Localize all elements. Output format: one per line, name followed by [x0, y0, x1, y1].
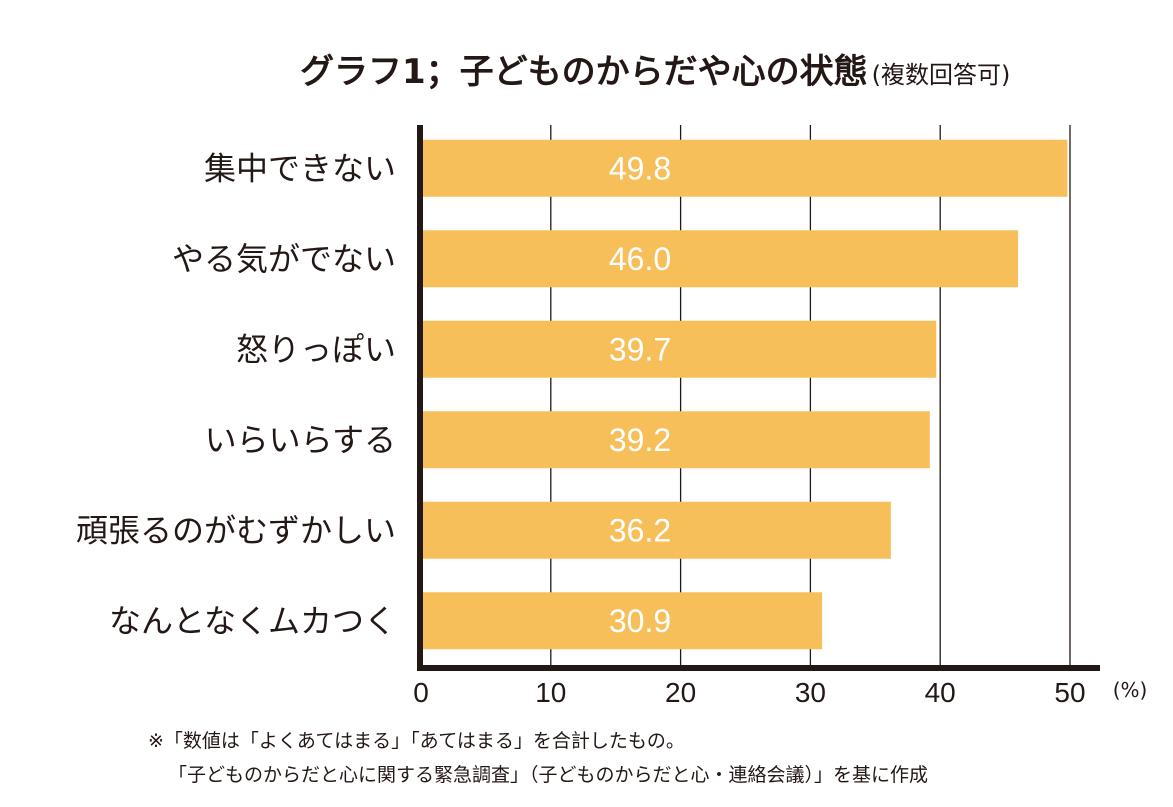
bar-value-label: 39.2 — [609, 422, 671, 458]
chart-title-main: グラフ1；子どものからだや心の状態 — [300, 52, 868, 92]
x-axis-unit: (%) — [1113, 678, 1148, 702]
x-tick-label: 50 — [1054, 677, 1085, 708]
bar-value-label: 46.0 — [609, 241, 671, 277]
bar-value-label: 30.9 — [609, 603, 671, 639]
bar — [421, 501, 891, 559]
chart-title: グラフ1；子どものからだや心の状態 (複数回答可) — [300, 44, 1010, 93]
x-tick-label: 10 — [535, 677, 566, 708]
bar — [421, 592, 823, 650]
bar — [421, 230, 1019, 288]
bar — [421, 411, 930, 469]
category-label: いらいらする — [205, 421, 396, 459]
x-tick-label: 20 — [665, 677, 696, 708]
category-label: 怒りっぽい — [236, 330, 396, 368]
bar — [421, 320, 937, 378]
x-tick-label: 0 — [413, 677, 429, 708]
category-label: なんとなくムカつく — [109, 602, 396, 640]
bar — [421, 139, 1068, 197]
category-label: 頑張るのがむずかしい — [76, 511, 396, 549]
x-tick-label: 30 — [795, 677, 826, 708]
category-label: やる気がでない — [172, 240, 396, 278]
bar-value-label: 36.2 — [609, 512, 671, 548]
footnote-2: 「子どものからだと心に関する緊急調査」（子どものからだと心・連絡会議）」を基に作… — [168, 764, 929, 786]
chart-subtitle: (複数回答可) — [871, 61, 1011, 89]
category-label: 集中できない — [204, 149, 396, 187]
x-tick-label: 40 — [925, 677, 956, 708]
footnote-1: ※「数値は「よくあてはまる」「あてはまる」を合計したもの。 — [148, 730, 685, 752]
bar-value-label: 49.8 — [609, 150, 671, 186]
bar-value-label: 39.7 — [609, 331, 671, 367]
